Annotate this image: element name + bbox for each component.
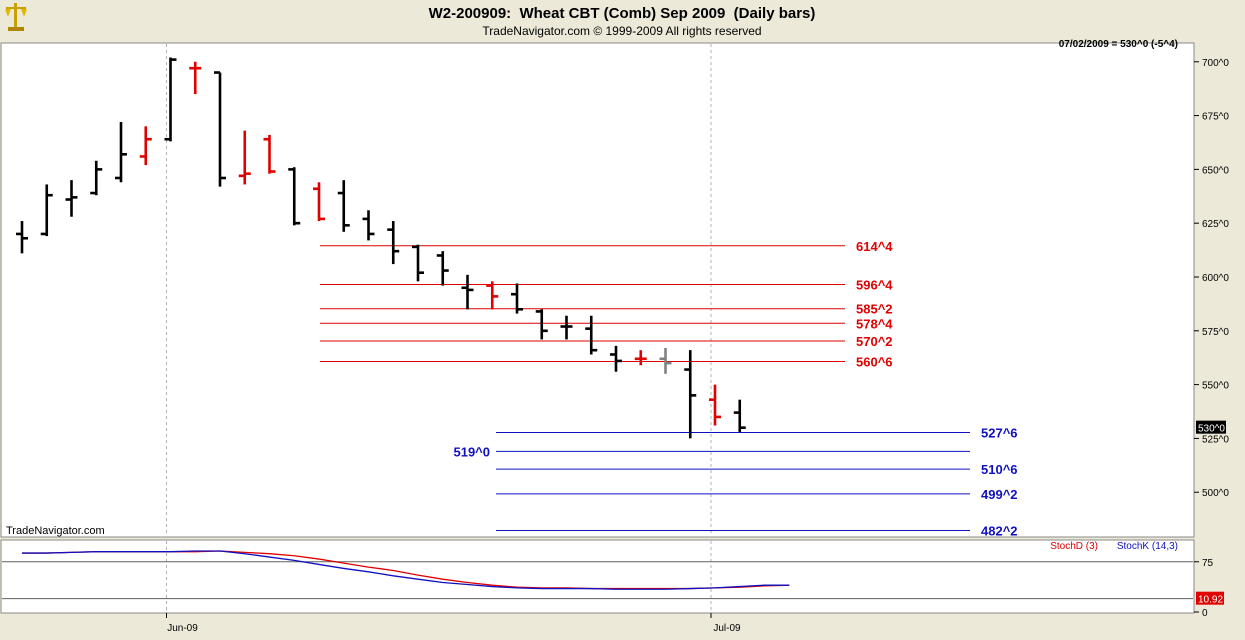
price-tick-label: 550^0 <box>1202 381 1229 392</box>
ohlc-bar <box>610 345 622 372</box>
stochastic-current-badge <box>1196 591 1224 605</box>
ohlc-bar <box>238 130 251 185</box>
ohlc-bar <box>412 244 424 282</box>
ohlc-bar <box>16 221 28 254</box>
price-tick-label: 650^0 <box>1202 165 1229 176</box>
ohlc-bar <box>585 315 598 355</box>
price-axis: 700^0 675^0 650^0 625^0 600^0 575^0 550^0 525^0… <box>1193 43 1229 537</box>
date-tick-label: Jun-09 <box>167 623 198 634</box>
legend-stochk: StochK (14,3) <box>1117 541 1178 552</box>
current-price-badge <box>1196 420 1226 434</box>
ohlc-bar <box>659 348 672 374</box>
level-label: 596^4 <box>856 278 893 293</box>
grid <box>166 44 712 612</box>
price-tick-label: 500^0 <box>1202 488 1229 499</box>
scale-logo-icon <box>5 3 27 31</box>
ohlc-bar <box>535 309 548 340</box>
price-tick-label: 625^0 <box>1202 219 1229 230</box>
ohlc-bar <box>90 160 103 196</box>
ohlc-bar <box>634 350 647 366</box>
chart-subtitle: TradeNavigator.com © 1999-2009 All right… <box>482 24 761 38</box>
legend-stochd: StochD (3) <box>1050 541 1098 552</box>
ohlc-bar <box>733 399 746 432</box>
watermark-label: TradeNavigator.com <box>6 525 105 537</box>
level-label: 527^6 <box>981 426 1018 441</box>
ohlc-bar <box>511 283 523 314</box>
ohlc-bar <box>684 350 697 439</box>
ohlc-bar <box>709 384 721 426</box>
level-label: 560^6 <box>856 354 893 369</box>
date-axis: Jun-09 Jul-09 <box>166 613 741 634</box>
ohlc-bar <box>164 57 177 142</box>
price-tick-label: 700^0 <box>1202 58 1229 69</box>
chart-title: W2-200909: Wheat CBT (Comb) Sep 2009 (Da… <box>429 5 816 22</box>
level-label: 482^2 <box>981 523 1018 538</box>
stochastic-series-k <box>22 550 790 590</box>
price-tick-label: 575^0 <box>1202 327 1229 338</box>
level-label: 499^2 <box>981 487 1018 502</box>
last-quote-label: 07/02/2009 = 530^0 (-5^4) <box>1059 39 1178 50</box>
level-label: 510^6 <box>981 462 1018 477</box>
stochastic-tick-label: 0 <box>1202 608 1208 619</box>
stochastic-current-label: 10.92 <box>1198 595 1223 606</box>
ohlc-bar <box>288 167 301 226</box>
level-label: 519^0 <box>453 444 490 459</box>
ohlc-bar <box>189 61 202 95</box>
ohlc-bar <box>115 122 127 183</box>
ohlc-bar <box>362 210 375 241</box>
price-tick-label: 525^0 <box>1202 434 1229 445</box>
level-label: 585^2 <box>856 302 893 317</box>
ohlc-bar <box>313 182 325 222</box>
level-label: 578^4 <box>856 316 893 331</box>
level-label: 614^4 <box>856 239 893 254</box>
stochastic-tick-label: 75 <box>1202 558 1214 569</box>
stochastic-lines <box>2 550 1193 600</box>
current-price-label: 530^0 <box>1198 424 1225 435</box>
ohlc-bar <box>387 221 400 265</box>
ohlc-bar <box>65 180 78 217</box>
stochastic-axis: 75 0 10.92 <box>1193 540 1224 619</box>
date-tick-label: Jul-09 <box>713 623 741 634</box>
price-pane <box>0 42 1195 538</box>
ohlc-bar <box>214 71 226 187</box>
ohlc-bar <box>139 126 152 166</box>
ohlc-bar <box>436 251 449 286</box>
level-label: 570^2 <box>856 334 893 349</box>
stochastic-pane <box>0 539 1195 614</box>
ohlc-bar <box>40 184 53 237</box>
ohlc-bar <box>263 134 276 174</box>
ohlc-bar <box>560 315 573 340</box>
ohlc-bar <box>461 274 474 310</box>
ohlc-bar <box>486 281 499 310</box>
price-tick-label: 675^0 <box>1202 112 1229 123</box>
price-tick-label: 600^0 <box>1202 273 1229 284</box>
price-axis-panel <box>1194 43 1244 537</box>
ohlc-bar <box>337 180 350 232</box>
price-bars <box>16 57 746 439</box>
